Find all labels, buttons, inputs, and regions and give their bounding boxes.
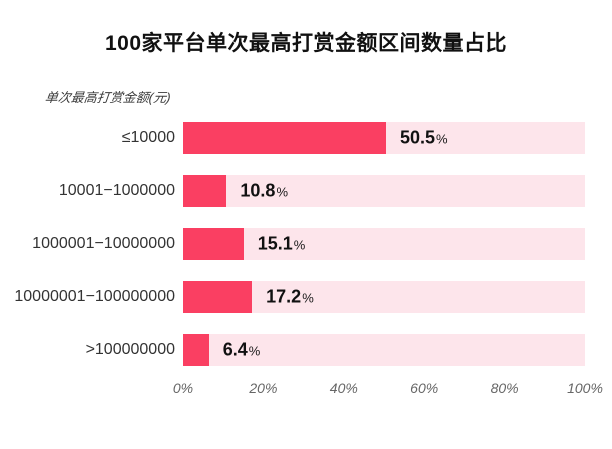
chart-title: 100家平台单次最高打赏金额区间数量占比 <box>104 32 508 55</box>
bar-row: ≤10000 50.5% <box>10 122 585 154</box>
category-label: >100000000 <box>85 341 175 358</box>
value-number: 10.8 <box>240 180 276 201</box>
bar-track: 50.5% <box>183 122 585 154</box>
x-tick-label: 40% <box>329 380 358 396</box>
percent-sign: % <box>293 237 306 253</box>
category-label: 10001−1000000 <box>58 182 175 199</box>
bar-track: 10.8% <box>183 175 585 207</box>
x-tick-label: 100% <box>567 380 603 396</box>
value-number: 50.5 <box>400 127 436 148</box>
x-axis: 0% 20% 40% 60% 80% 100% <box>173 380 603 398</box>
bar-track: 6.4% <box>183 334 585 366</box>
value-label: 17.2% <box>266 287 314 308</box>
bar-track: 17.2% <box>183 281 585 313</box>
y-axis-label-text: 单次最高打赏金额(元) <box>44 90 172 105</box>
bar <box>183 228 244 260</box>
percent-sign: % <box>276 184 289 200</box>
percent-sign: % <box>302 290 314 306</box>
value-label: 10.8% <box>240 181 288 202</box>
bar <box>183 175 227 207</box>
value-number: 6.4 <box>222 339 248 360</box>
bar-row: 10000001−100000000 17.2% <box>10 281 585 313</box>
bar-row: >100000000 6.4% <box>10 334 585 366</box>
bar-track: 15.1% <box>183 228 585 260</box>
category-label: 10000001−100000000 <box>14 288 175 305</box>
value-number: 17.2 <box>266 286 302 307</box>
bar-row: 10001−1000000 10.8% <box>10 175 585 207</box>
bar <box>183 334 209 366</box>
bar-row: 1000001−10000000 15.1% <box>10 228 585 260</box>
y-axis-label: 单次最高打赏金额(元) <box>44 87 612 106</box>
value-number: 15.1 <box>257 233 293 254</box>
value-label: 50.5% <box>400 128 448 149</box>
value-label: 15.1% <box>258 234 306 255</box>
chart-panel: 100家平台单次最高打赏金额区间数量占比 单次最高打赏金额(元) ≤10000 … <box>0 31 612 398</box>
bar-chart: ≤10000 50.5% 10001−1000000 10.8% 1000001… <box>10 122 585 366</box>
bar <box>183 122 386 154</box>
value-label: 6.4% <box>223 340 261 361</box>
x-tick-label: 80% <box>490 380 519 396</box>
percent-sign: % <box>248 343 261 359</box>
x-tick-label: 60% <box>410 380 439 396</box>
x-tick-label: 20% <box>249 380 278 396</box>
x-tick-label: 0% <box>172 380 194 396</box>
category-label: 1000001−10000000 <box>32 235 175 252</box>
bar <box>183 281 253 313</box>
percent-sign: % <box>436 131 448 147</box>
category-label: ≤10000 <box>121 129 175 146</box>
